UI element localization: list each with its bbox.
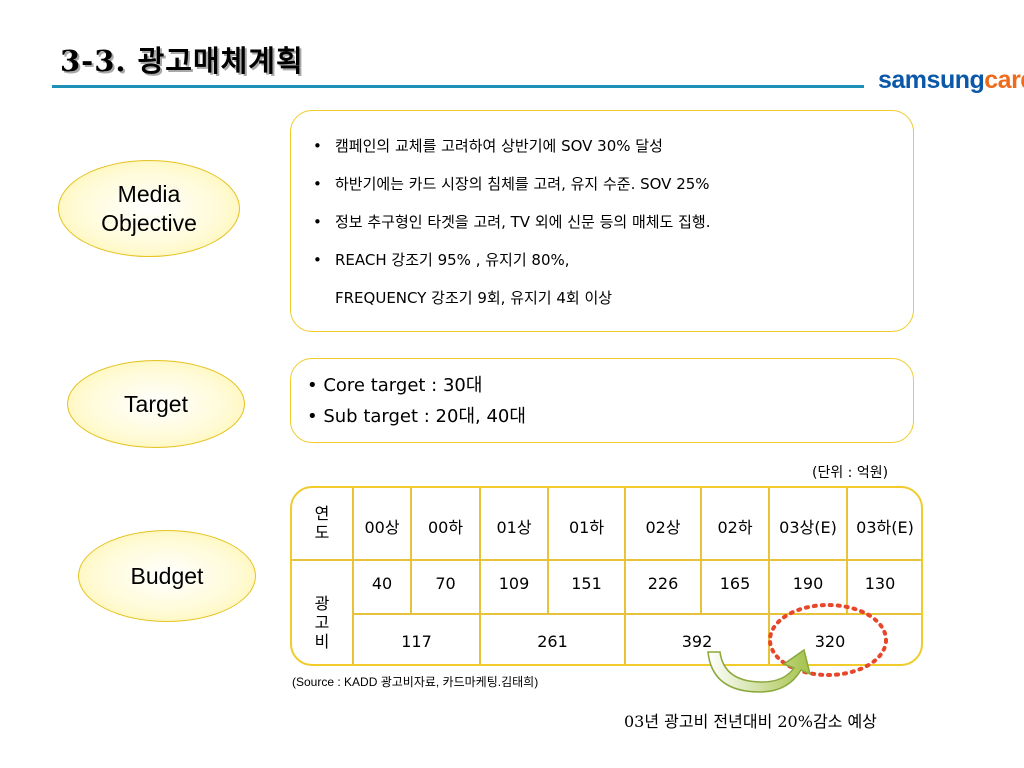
year-header: 02상 <box>645 518 681 537</box>
col-divider <box>547 488 549 613</box>
budget-label: Budget <box>130 562 204 589</box>
year-label-char: 연 <box>314 504 330 523</box>
col-divider <box>352 488 354 664</box>
media-objective-label-line2: Objective <box>101 209 197 236</box>
year-row-label: 연 도 <box>292 504 352 542</box>
budget-oval: Budget <box>78 530 256 622</box>
objective-item-continuation: FREQUENCY 강조기 9회, 유지기 4회 이상 <box>313 289 903 327</box>
half-value: 40 <box>371 574 393 593</box>
source-note: (Source : KADD 광고비자료, 카드마케팅.김태희) <box>292 675 539 689</box>
title-underline <box>52 85 864 88</box>
objective-text: 정보 추구형인 타겟을 고려, TV 외에 신문 등의 매체도 집행. <box>335 213 711 231</box>
year-total: 261 <box>537 632 568 651</box>
objective-text: 하반기에는 카드 시장의 침체를 고려, 유지 수준. SOV 25% <box>335 175 710 193</box>
target-label: Target <box>124 390 188 417</box>
year-header: 01하 <box>568 518 605 537</box>
bullet: • <box>313 175 322 193</box>
cost-label-char: 광 <box>314 594 330 613</box>
cost-row-label: 광 고 비 <box>292 594 352 651</box>
dotted-highlight-circle <box>768 603 888 677</box>
half-value: 151 <box>571 574 602 593</box>
year-total: 392 <box>681 632 713 651</box>
page-title: 3-3. 광고매체계획 <box>60 44 304 78</box>
col-divider <box>768 488 770 664</box>
core-target: • Core target : 30대 <box>307 375 483 396</box>
year-total: 117 <box>401 632 432 651</box>
bullet: • <box>313 251 322 269</box>
row-divider <box>354 613 921 615</box>
media-objective-box: • 캠페인의 교체를 고려하여 상반기에 SOV 30% 달성 • 하반기에는 카드… <box>290 110 914 332</box>
col-divider <box>410 488 412 613</box>
objective-item-1: • 캠페인의 교체를 고려하여 상반기에 SOV 30% 달성 <box>313 137 903 175</box>
media-objective-list: • 캠페인의 교체를 고려하여 상반기에 SOV 30% 달성 • 하반기에는 카드… <box>313 137 903 327</box>
objective-item-2: • 하반기에는 카드 시장의 침체를 고려, 유지 수준. SOV 25% <box>313 175 903 213</box>
budget-table: 연 도 광 고 비 00상 00하 01상 01하 02상 02하 03상(E)… <box>290 486 923 666</box>
highlight-annotation <box>707 603 888 693</box>
media-objective-label-line1: Media <box>117 180 181 207</box>
col-divider <box>700 488 702 613</box>
unit-label: (단위 : 억원) <box>812 465 889 481</box>
bullet: • <box>313 213 322 231</box>
samsungcard-logo: samsungcard <box>878 66 1024 95</box>
media-objective-oval: Media Objective <box>58 160 240 257</box>
logo-card: card <box>984 66 1024 94</box>
objective-text: 캠페인의 교체를 고려하여 상반기에 SOV 30% 달성 <box>335 137 663 155</box>
objective-text: FREQUENCY 강조기 9회, 유지기 4회 이상 <box>335 289 613 307</box>
col-divider <box>846 488 848 613</box>
bullet: • <box>313 137 322 155</box>
target-oval: Target <box>67 360 245 448</box>
half-value: 70 <box>435 574 456 593</box>
target-box: • Core target : 30대 • Sub target : 20대, … <box>290 358 914 443</box>
objective-item-4: • REACH 강조기 95% , 유지기 80%, <box>313 251 903 289</box>
year-header: 01상 <box>496 518 532 537</box>
year-header: 03하(E) <box>856 518 914 537</box>
year-header: 03상(E) <box>779 518 837 537</box>
year-header: 02하 <box>717 518 753 537</box>
year-header: 00하 <box>427 518 464 537</box>
target-lines: • Core target : 30대 • Sub target : 20대, … <box>307 370 526 432</box>
half-value: 109 <box>498 574 530 593</box>
cost-label-char: 고 <box>314 613 330 632</box>
half-value: 190 <box>792 574 824 593</box>
row-divider <box>292 559 921 561</box>
year-header: 00상 <box>364 518 400 537</box>
objective-text: REACH 강조기 95% , 유지기 80%, <box>335 251 570 269</box>
objective-item-3: • 정보 추구형인 타겟을 고려, TV 외에 신문 등의 매체도 집행. <box>313 213 903 251</box>
forecast-note: 03년 광고비 전년대비 20%감소 예상 <box>624 712 877 731</box>
half-value: 130 <box>864 574 896 593</box>
sub-target: • Sub target : 20대, 40대 <box>307 406 526 427</box>
curved-arrow-icon <box>707 648 812 693</box>
half-value: 226 <box>647 574 679 593</box>
half-value: 165 <box>719 574 751 593</box>
col-divider <box>624 488 626 664</box>
logo-samsung: samsung <box>878 66 985 94</box>
year-label-char: 도 <box>314 523 330 542</box>
year-total: 320 <box>814 632 846 651</box>
col-divider <box>479 488 481 664</box>
cost-label-char: 비 <box>314 632 330 651</box>
